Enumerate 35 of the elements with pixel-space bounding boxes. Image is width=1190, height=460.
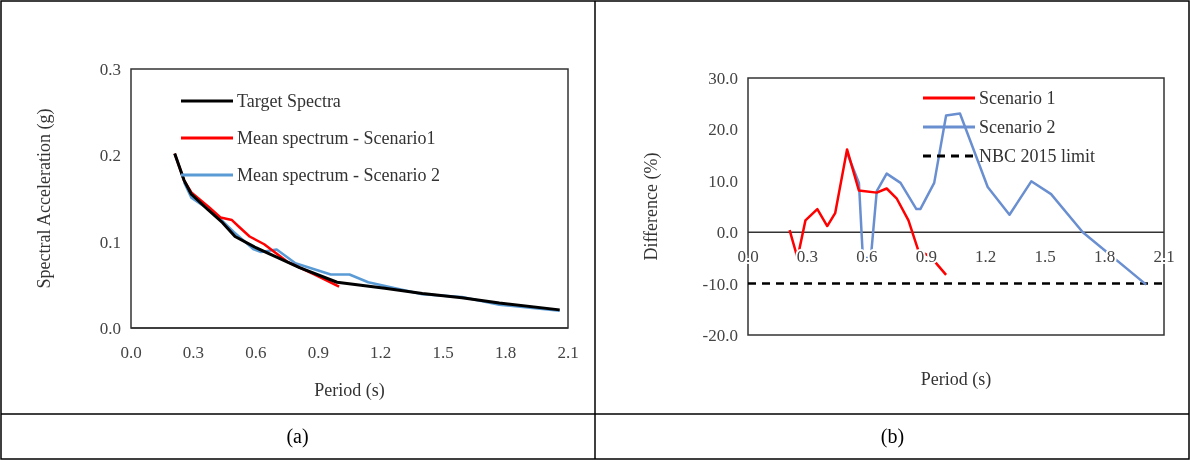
legend-label: Scenario 1 bbox=[979, 88, 1056, 108]
y-tick-label: 0.2 bbox=[99, 146, 121, 166]
legend-label: Scenario 2 bbox=[979, 117, 1056, 137]
x-tick-label: 1.2 bbox=[975, 247, 997, 267]
legend-label: NBC 2015 limit bbox=[979, 146, 1096, 166]
x-tick-label: 1.2 bbox=[370, 343, 392, 362]
x-tick-label: 1.5 bbox=[1034, 247, 1056, 267]
x-tick-label: 0.9 bbox=[307, 343, 329, 362]
x-tick-label: 1.8 bbox=[494, 343, 517, 362]
y-tick-label: 0.0 bbox=[99, 319, 121, 338]
text: (b) bbox=[880, 425, 905, 448]
x-tick-label: 1.5 bbox=[432, 343, 454, 362]
text: (a) bbox=[286, 425, 309, 448]
y-axis-title: Difference (%) bbox=[641, 152, 662, 261]
x-tick-label: 1.8 bbox=[1093, 247, 1116, 267]
x-axis-title: Period (s) bbox=[920, 369, 992, 390]
y-tick-label: 0.0 bbox=[716, 223, 738, 243]
x-tick-label: 0.0 bbox=[120, 343, 142, 362]
y-tick-label: 30.0 bbox=[708, 69, 738, 88]
legend-label: Mean spectrum - Scenario 2 bbox=[237, 165, 440, 185]
x-tick-label: 0.6 bbox=[245, 343, 267, 362]
y-tick-label: -10.0 bbox=[702, 274, 738, 294]
x-axis-title: Period (s) bbox=[314, 380, 385, 401]
y-tick-label: 0.3 bbox=[99, 60, 121, 79]
y-tick-label: 20.0 bbox=[708, 120, 738, 140]
x-tick-label: 2.1 bbox=[557, 343, 579, 362]
x-tick-label: 0.3 bbox=[182, 343, 205, 362]
y-tick-label: 10.0 bbox=[708, 171, 738, 191]
y-tick-label: 0.1 bbox=[99, 232, 121, 252]
legend-label: Target Spectra bbox=[237, 91, 341, 111]
x-tick-label: 0.3 bbox=[796, 247, 819, 267]
x-tick-label: 0.6 bbox=[856, 247, 878, 267]
legend-label: Mean spectrum - Scenario1 bbox=[237, 128, 436, 148]
y-axis-title: Spectral Acceleration (g) bbox=[34, 108, 55, 289]
y-tick-label: -20.0 bbox=[702, 326, 738, 345]
